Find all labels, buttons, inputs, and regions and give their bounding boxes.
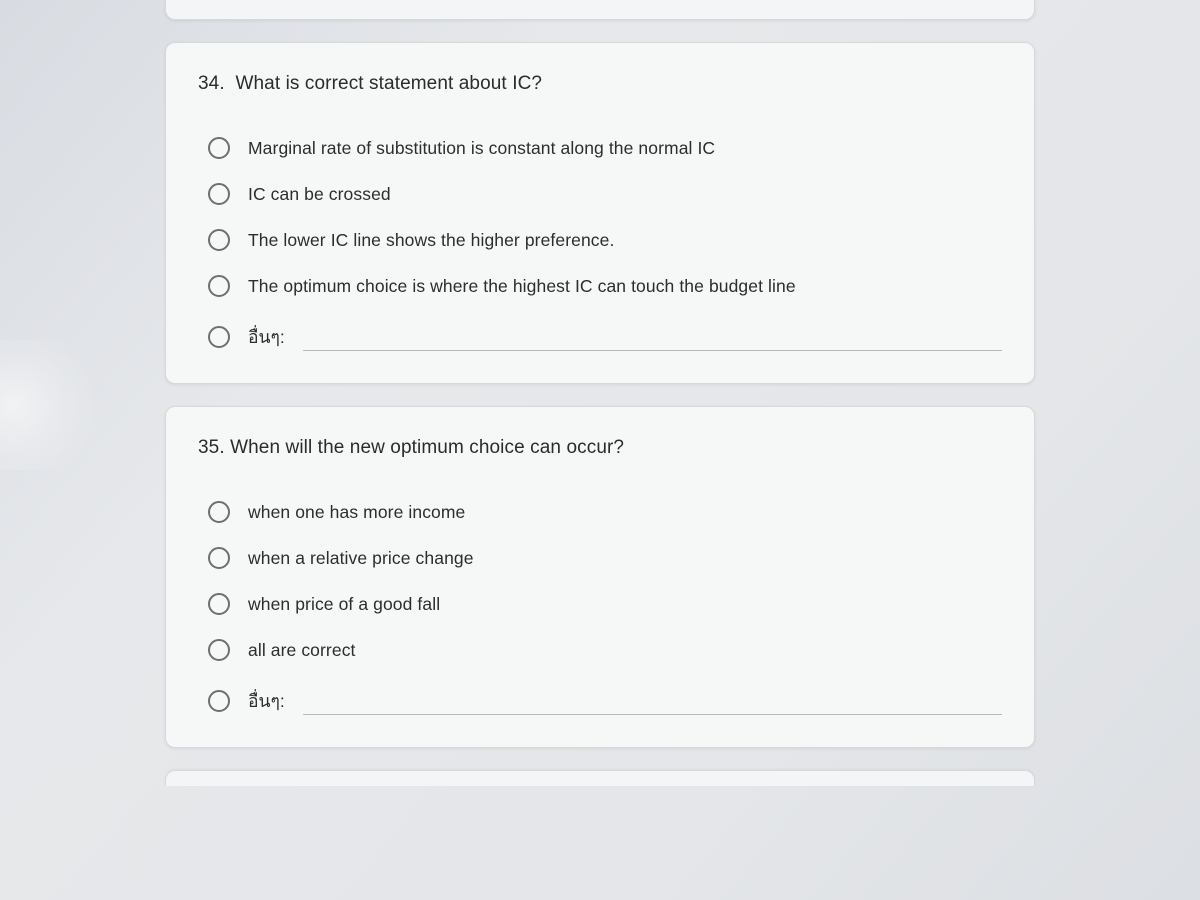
option-row[interactable]: when a relative price change: [198, 535, 1002, 581]
options-group: when one has more income when a relative…: [198, 489, 1002, 719]
question-text: What is correct statement about IC?: [235, 73, 542, 94]
question-title: 34. What is correct statement about IC?: [198, 73, 1002, 95]
option-label: all are correct: [248, 640, 356, 661]
option-row[interactable]: IC can be crossed: [198, 171, 1002, 217]
radio-unchecked-icon[interactable]: [208, 639, 230, 661]
other-label: อื่นๆ:: [248, 323, 285, 351]
form-column: 34. What is correct statement about IC? …: [165, 0, 1035, 900]
option-label: when a relative price change: [248, 548, 474, 569]
option-label: when price of a good fall: [248, 594, 440, 615]
radio-unchecked-icon[interactable]: [208, 275, 230, 297]
question-title: 35. When will the new optimum choice can…: [198, 437, 1002, 459]
option-row[interactable]: The optimum choice is where the highest …: [198, 263, 1002, 309]
option-other-row[interactable]: อื่นๆ:: [198, 673, 1002, 719]
option-row[interactable]: when price of a good fall: [198, 581, 1002, 627]
question-text: When will the new optimum choice can occ…: [230, 437, 624, 458]
radio-unchecked-icon[interactable]: [208, 501, 230, 523]
previous-card-edge: [165, 0, 1035, 20]
options-group: Marginal rate of substitution is constan…: [198, 125, 1002, 355]
option-other-row[interactable]: อื่นๆ:: [198, 309, 1002, 355]
other-input[interactable]: [303, 324, 1002, 351]
question-card-34: 34. What is correct statement about IC? …: [165, 42, 1035, 384]
radio-unchecked-icon[interactable]: [208, 183, 230, 205]
radio-unchecked-icon[interactable]: [208, 326, 230, 348]
option-label: Marginal rate of substitution is constan…: [248, 138, 715, 159]
other-label: อื่นๆ:: [248, 687, 285, 715]
question-number: 35.: [198, 437, 225, 458]
question-number: 34.: [198, 73, 225, 94]
option-label: when one has more income: [248, 502, 465, 523]
option-row[interactable]: The lower IC line shows the higher prefe…: [198, 217, 1002, 263]
next-card-edge: [165, 770, 1035, 786]
radio-unchecked-icon[interactable]: [208, 229, 230, 251]
option-row[interactable]: when one has more income: [198, 489, 1002, 535]
radio-unchecked-icon[interactable]: [208, 547, 230, 569]
radio-unchecked-icon[interactable]: [208, 137, 230, 159]
option-row[interactable]: all are correct: [198, 627, 1002, 673]
option-label: IC can be crossed: [248, 184, 391, 205]
radio-unchecked-icon[interactable]: [208, 593, 230, 615]
option-label: The lower IC line shows the higher prefe…: [248, 230, 614, 251]
question-card-35: 35. When will the new optimum choice can…: [165, 406, 1035, 748]
option-row[interactable]: Marginal rate of substitution is constan…: [198, 125, 1002, 171]
other-input[interactable]: [303, 688, 1002, 715]
option-label: The optimum choice is where the highest …: [248, 276, 796, 297]
screen-glare: [0, 340, 130, 470]
radio-unchecked-icon[interactable]: [208, 690, 230, 712]
